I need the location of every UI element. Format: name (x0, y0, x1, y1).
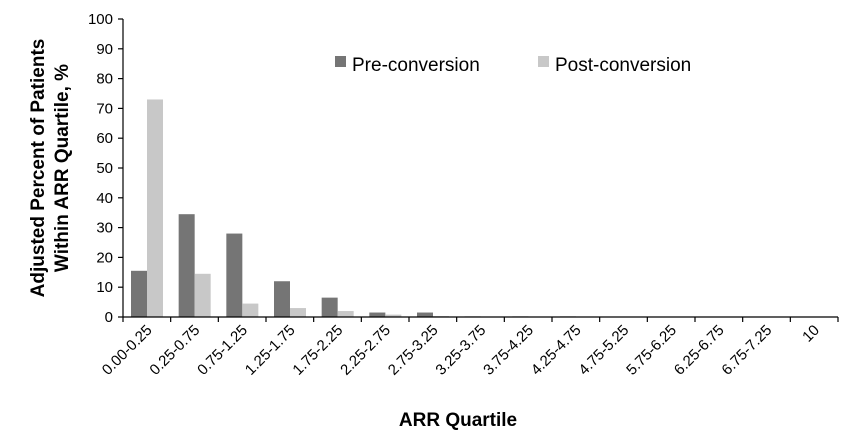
x-tick-label: 4.75-5.25 (575, 322, 632, 379)
y-tick-label: 20 (96, 249, 113, 266)
x-tick-label: 6.25-6.75 (671, 322, 728, 379)
x-tick-label: 0.00-0.25 (99, 322, 156, 379)
bar-post-conversion (385, 314, 402, 317)
y-tick-label: 100 (88, 11, 113, 28)
legend-swatch-post-conversion (538, 56, 549, 67)
y-tick-label: 70 (96, 100, 113, 117)
y-tick-label: 0 (105, 309, 113, 326)
bar-pre-conversion (321, 297, 338, 317)
bar-post-conversion (290, 308, 306, 317)
x-tick-label: 4.25-4.75 (528, 322, 585, 379)
x-tick-label: 10 (799, 322, 823, 346)
y-tick-label: 90 (96, 41, 113, 58)
bar-post-conversion (242, 303, 259, 317)
x-tick-label: 1.75-2.25 (289, 322, 346, 379)
legend-swatch-pre-conversion (335, 56, 346, 67)
bar-pre-conversion (274, 281, 290, 317)
y-tick-label: 40 (96, 190, 113, 207)
bar-pre-conversion (178, 214, 195, 317)
x-tick-label: 1.25-1.75 (242, 322, 299, 379)
bar-post-conversion (337, 311, 354, 317)
y-tick-label: 30 (96, 220, 113, 237)
x-tick-label: 3.25-3.75 (432, 322, 489, 379)
x-tick-label: 0.25-0.75 (146, 322, 203, 379)
x-tick-label: 2.75-3.25 (385, 322, 442, 379)
bars (131, 99, 831, 318)
y-axis-title-line-1: Adjusted Percent of Patients (28, 39, 49, 298)
x-axis-title: ARR Quartile (399, 410, 517, 431)
bar-pre-conversion (131, 270, 147, 317)
y-axis-title-line-2: Within ARR Quartile, % (52, 64, 73, 272)
bar-post-conversion (194, 273, 211, 317)
bar-pre-conversion (369, 312, 386, 317)
x-tick-label: 5.75-6.25 (623, 322, 680, 379)
legend: Pre-conversion Post-conversion (335, 55, 691, 76)
legend-label-post-conversion: Post-conversion (555, 55, 691, 76)
x-tick-label: 6.75-7.25 (718, 322, 775, 379)
bar-post-conversion (147, 99, 163, 318)
x-tick-label: 3.75-4.25 (480, 322, 537, 379)
x-axis-ticks: 0.00-0.250.25-0.750.75-1.251.25-1.751.75… (99, 317, 839, 379)
y-axis-ticks: 0 10 20 30 40 50 60 70 80 90 100 (88, 11, 123, 326)
y-tick-label: 80 (96, 71, 113, 88)
bar-pre-conversion (226, 233, 243, 317)
x-tick-label: 0.75-1.25 (194, 322, 251, 379)
y-tick-label: 50 (96, 160, 113, 177)
y-tick-label: 10 (96, 279, 113, 296)
y-tick-label: 60 (96, 130, 113, 147)
bar-pre-conversion (417, 312, 433, 317)
legend-label-pre-conversion: Pre-conversion (352, 55, 480, 76)
x-tick-label: 2.25-2.75 (337, 322, 394, 379)
